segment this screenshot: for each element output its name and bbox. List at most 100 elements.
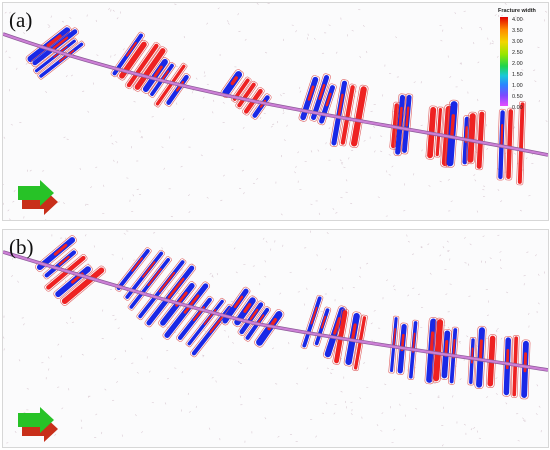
speckle [366, 386, 369, 389]
speckle [310, 230, 311, 233]
speckle [138, 193, 142, 195]
speckle [326, 232, 329, 234]
speckle [345, 191, 348, 193]
speckle [447, 55, 449, 58]
speckle [280, 213, 283, 216]
speckle [458, 340, 461, 342]
fracture-core [147, 268, 162, 287]
speckle [543, 271, 545, 274]
speckle [25, 23, 28, 26]
speckle [344, 400, 346, 404]
speckle [280, 94, 282, 97]
speckle [496, 328, 499, 330]
speckle [48, 26, 51, 28]
speckle [382, 94, 384, 97]
speckle [445, 293, 448, 295]
speckle [366, 262, 369, 265]
speckle [195, 77, 198, 80]
speckle [404, 414, 406, 417]
speckle [328, 159, 331, 161]
speckle [246, 298, 249, 301]
speckle [482, 235, 485, 238]
speckle [351, 409, 353, 412]
speckle [282, 244, 284, 247]
fracture-core [489, 345, 494, 364]
fracture-outline [164, 73, 191, 107]
speckle [495, 377, 498, 379]
speckle [333, 412, 336, 415]
speckle [382, 297, 384, 300]
speckle [306, 367, 309, 370]
background-speckles [3, 3, 548, 220]
speckle [230, 300, 233, 303]
fracture-outline [232, 295, 258, 328]
speckle [161, 146, 164, 148]
fracture-outline [235, 80, 258, 110]
speckle [351, 149, 354, 152]
speckle [460, 27, 463, 30]
speckle [18, 359, 21, 362]
speckle [350, 401, 353, 404]
speckle [140, 136, 143, 139]
speckle [283, 109, 284, 112]
speckle [325, 402, 328, 405]
speckle [174, 367, 177, 369]
speckle [463, 10, 466, 12]
speckle [439, 180, 442, 183]
speckle [516, 413, 519, 415]
speckle [219, 438, 221, 441]
speckle [5, 50, 8, 53]
speckle [447, 311, 450, 313]
fracture-core [307, 85, 315, 101]
fracture-outline [313, 306, 332, 347]
speckle [289, 433, 293, 435]
panel-a: (a) Fracture width 4.00 3.50 3.00 2.50 2… [2, 2, 549, 221]
fracture-core [243, 302, 252, 313]
fracture-outline [117, 39, 149, 81]
speckle [482, 195, 486, 197]
speckle [332, 208, 335, 211]
speckle [370, 322, 373, 325]
speckle [313, 37, 316, 40]
fracture-core [479, 123, 483, 144]
speckle [339, 255, 341, 259]
speckle [316, 254, 318, 257]
speckle [415, 407, 418, 410]
fracture-outline [393, 93, 407, 157]
speckle [113, 159, 115, 162]
speckle [204, 71, 205, 74]
speckle [407, 241, 411, 243]
speckle [139, 130, 141, 133]
fracture-outline [444, 99, 460, 168]
speckle [482, 189, 485, 191]
speckle [393, 428, 396, 431]
speckle [111, 142, 114, 145]
speckle [447, 326, 450, 329]
speckle [420, 246, 423, 249]
speckle [513, 88, 516, 91]
speckle [222, 102, 225, 104]
speckle [215, 380, 217, 383]
speckle [188, 411, 191, 413]
speckle [180, 165, 183, 168]
speckle [454, 12, 457, 15]
speckle [188, 146, 191, 148]
speckle [87, 110, 90, 113]
legend-tick: 0.00 [512, 105, 523, 111]
speckle [117, 327, 120, 329]
fracture-outline [434, 106, 444, 158]
speckle [485, 260, 486, 264]
speckle [498, 14, 499, 18]
fracture-cluster [25, 25, 86, 80]
speckle [57, 201, 60, 203]
speckle [216, 272, 218, 276]
speckle [393, 289, 396, 291]
speckle [19, 122, 22, 123]
wellbore-path [3, 32, 548, 157]
speckle [234, 66, 237, 68]
fracture-outline [504, 107, 515, 181]
speckle [262, 237, 265, 240]
speckle [123, 233, 126, 235]
speckle [439, 25, 442, 27]
speckle [71, 321, 75, 323]
